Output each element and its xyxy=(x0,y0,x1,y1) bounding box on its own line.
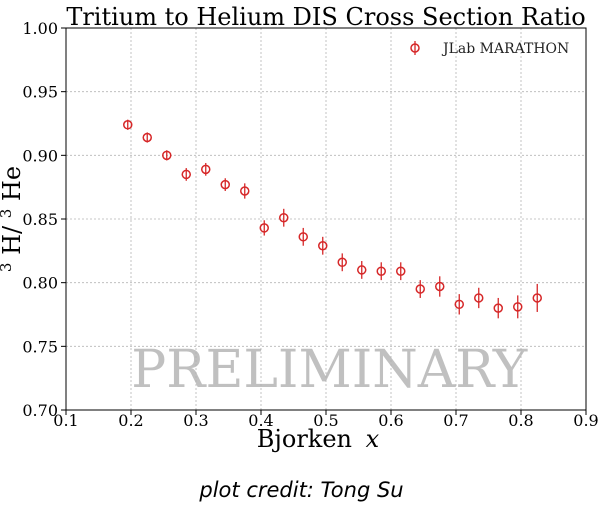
point-marker xyxy=(298,232,308,242)
watermark: PRELIMINARY xyxy=(131,340,528,400)
data-point xyxy=(532,283,542,312)
plot-credit: plot credit: Tong Su xyxy=(199,478,404,502)
x-axis-label: Bjorken x xyxy=(257,425,380,453)
y-tick-label: 0.70 xyxy=(22,401,58,420)
data-point xyxy=(298,227,308,246)
x-tick-label: 0.7 xyxy=(443,411,468,430)
point-marker xyxy=(513,302,523,312)
point-marker xyxy=(279,212,289,223)
point-marker xyxy=(318,240,328,251)
y-axis-label: 3 H/ 3 He xyxy=(0,166,26,272)
point-marker xyxy=(474,293,484,303)
y-tick-label: 0.90 xyxy=(22,146,58,165)
data-point xyxy=(435,276,445,297)
point-marker xyxy=(532,293,542,303)
y-tick-label: 0.95 xyxy=(22,83,58,102)
point-marker xyxy=(181,169,191,180)
x-tick-label: 0.6 xyxy=(378,411,403,430)
y-label-base-1: H/ xyxy=(0,225,26,255)
data-points xyxy=(123,119,542,319)
point-marker xyxy=(376,266,386,276)
x-axis-label-text: Bjorken xyxy=(257,425,352,453)
point-marker xyxy=(435,281,445,292)
y-tick-label: 1.00 xyxy=(22,19,58,38)
y-label-sup-1: 3 xyxy=(0,263,15,273)
data-point xyxy=(357,261,367,279)
legend-marker xyxy=(410,43,420,53)
point-marker xyxy=(201,164,211,175)
data-point xyxy=(396,262,406,281)
x-axis-label-var: x xyxy=(366,425,380,453)
y-tick-label: 0.85 xyxy=(22,210,58,229)
data-point xyxy=(240,183,250,199)
data-point xyxy=(474,287,484,309)
chart: 0.700.750.800.850.900.951.00 0.1 0.2 0.3 0.… xyxy=(0,3,599,453)
y-label-sup-2: 3 xyxy=(0,209,15,219)
data-point xyxy=(318,236,328,255)
data-point xyxy=(376,262,386,281)
data-point xyxy=(415,280,425,298)
data-point xyxy=(201,162,211,176)
data-point xyxy=(162,150,172,161)
x-tick-label: 0.8 xyxy=(508,411,533,430)
data-point xyxy=(259,220,269,236)
point-marker xyxy=(415,284,425,294)
point-marker xyxy=(162,150,172,161)
point-marker xyxy=(123,120,133,130)
data-point xyxy=(220,178,230,191)
x-tick-label: 0.5 xyxy=(313,411,338,430)
legend: JLab MARATHON xyxy=(410,41,569,57)
y-tick-label: 0.80 xyxy=(22,274,58,293)
y-label-base-2: He xyxy=(0,166,26,201)
data-point xyxy=(123,119,133,130)
data-point xyxy=(142,132,152,143)
data-point xyxy=(337,253,347,272)
point-marker xyxy=(337,257,347,268)
point-marker xyxy=(142,132,152,143)
data-point xyxy=(181,168,191,181)
y-ticks: 0.70 0.75 0.80 0.85 0.90 0.95 1.00 xyxy=(22,19,66,420)
point-marker xyxy=(220,179,230,190)
x-ticks: 0.1 0.2 0.3 0.4 0.5 0.6 0.7 0.8 0.9 xyxy=(53,410,599,430)
chart-title: Tritium to Helium DIS Cross Section Rati… xyxy=(66,3,585,31)
point-marker xyxy=(493,303,503,313)
point-marker xyxy=(454,299,464,310)
x-tick-label: 0.4 xyxy=(248,411,273,430)
x-tick-label: 0.9 xyxy=(573,411,598,430)
point-marker xyxy=(259,223,269,233)
x-tick-label: 0.2 xyxy=(118,411,143,430)
x-tick-label: 0.1 xyxy=(53,411,78,430)
y-tick-label: 0.75 xyxy=(22,337,58,356)
x-tick-label: 0.3 xyxy=(183,411,208,430)
legend-label: JLab MARATHON xyxy=(441,41,569,57)
point-marker xyxy=(357,265,367,275)
point-marker xyxy=(240,186,250,196)
point-marker xyxy=(396,266,406,276)
data-point xyxy=(454,294,464,315)
data-point xyxy=(279,208,289,227)
data-point xyxy=(493,297,503,319)
data-point xyxy=(513,295,523,319)
